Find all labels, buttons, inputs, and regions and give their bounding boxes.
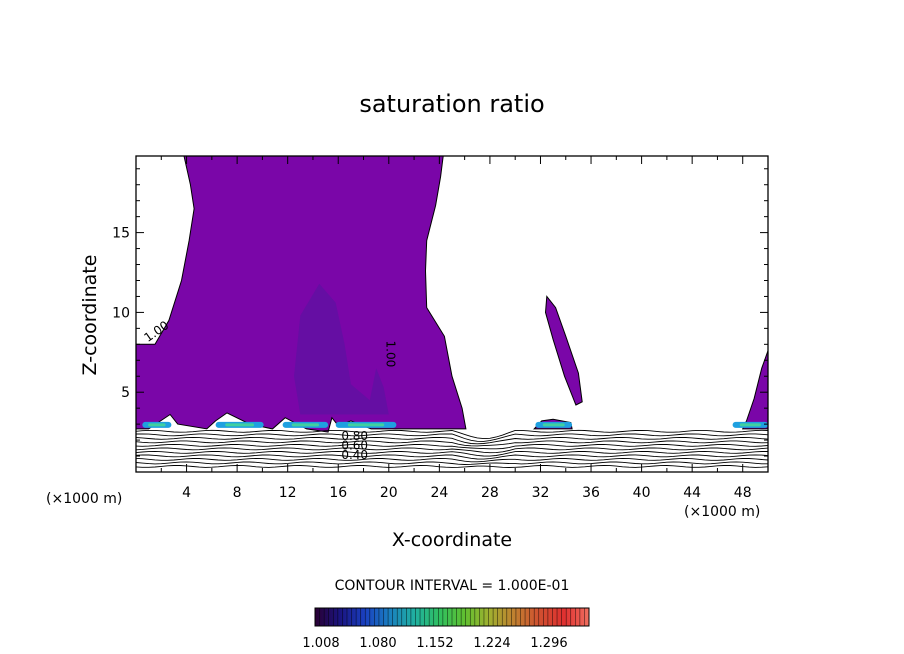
contour-label-4: 0.40 [341,448,368,462]
isoline-8 [136,457,768,463]
colorbar-tick-1: 1.080 [359,636,396,651]
isoline-7 [136,454,768,460]
colorbar-tick-2: 1.152 [416,636,453,651]
colorbar-tick-labels: 1.008 1.080 1.152 1.224 1.296 [302,636,567,651]
plot-frame [135,155,769,473]
colorbar-stripes [319,608,585,626]
isoline-3 [136,440,768,447]
colorbar-tick-0: 1.008 [302,636,339,651]
colorbar: 1.008 1.080 1.152 1.224 1.296 [302,607,590,651]
contour-label-1: 1.00 [383,341,397,368]
colorbar-tick-4: 1.296 [530,636,567,651]
z-tick-label-1: 10 [112,305,130,321]
isoline-0 [136,429,768,440]
x-tick-label-7: 32 [532,485,550,501]
x-unit-right: (×1000 m) [684,504,760,520]
isoline-9 [136,461,768,465]
x-tick-label-5: 24 [430,485,448,501]
z-tick-label-0: 5 [121,385,130,401]
contour-label-3: 0.60 [341,439,368,453]
x-tick-label-2: 12 [279,485,297,501]
low-spot-core-2 [291,423,320,427]
region-1 [544,295,583,406]
x-axis-ticks: 4 8 12 16 20 24 28 32 36 40 44 48 [160,156,752,501]
isolines [136,429,768,468]
x-tick-label-11: 48 [734,485,752,501]
low-spot-core-1 [225,423,255,427]
z-axis-ticks: 5 10 15 [112,168,768,457]
z-tick-label-2: 15 [112,226,130,242]
x-tick-label-8: 36 [582,485,600,501]
low-spot-core-4 [542,423,565,427]
region-0 [136,156,467,433]
x-axis-label: X-coordinate [392,529,512,551]
z-axis-label: Z-coordinate [79,255,101,376]
x-tick-label-3: 16 [329,485,347,501]
chart-title: saturation ratio [359,90,544,118]
x-tick-label-1: 8 [233,485,242,501]
low-spot-core-5 [739,423,761,427]
low-spot-core-3 [347,423,385,427]
x-tick-label-9: 40 [633,485,651,501]
isoline-4 [136,443,768,450]
contour-label-2: 0.80 [341,429,368,443]
isoline-1 [136,433,768,442]
low-spot-core-0 [148,423,166,427]
isoline-10 [136,465,768,468]
inner-core [294,283,389,415]
isoline-6 [136,450,768,457]
plot-area [136,156,768,468]
x-tick-label-6: 28 [481,485,499,501]
region-2 [741,350,768,430]
isoline-5 [136,447,768,454]
x-unit-left: (×1000 m) [46,491,122,507]
supersaturated-regions [136,156,768,433]
x-tick-label-4: 20 [380,485,398,501]
contour-interval: CONTOUR INTERVAL = 1.000E-01 [335,578,570,594]
x-tick-label-10: 44 [683,485,701,501]
inner-shading [142,283,768,428]
x-tick-label-0: 4 [182,485,191,501]
isoline-2 [136,436,768,445]
colorbar-tick-3: 1.224 [473,636,510,651]
